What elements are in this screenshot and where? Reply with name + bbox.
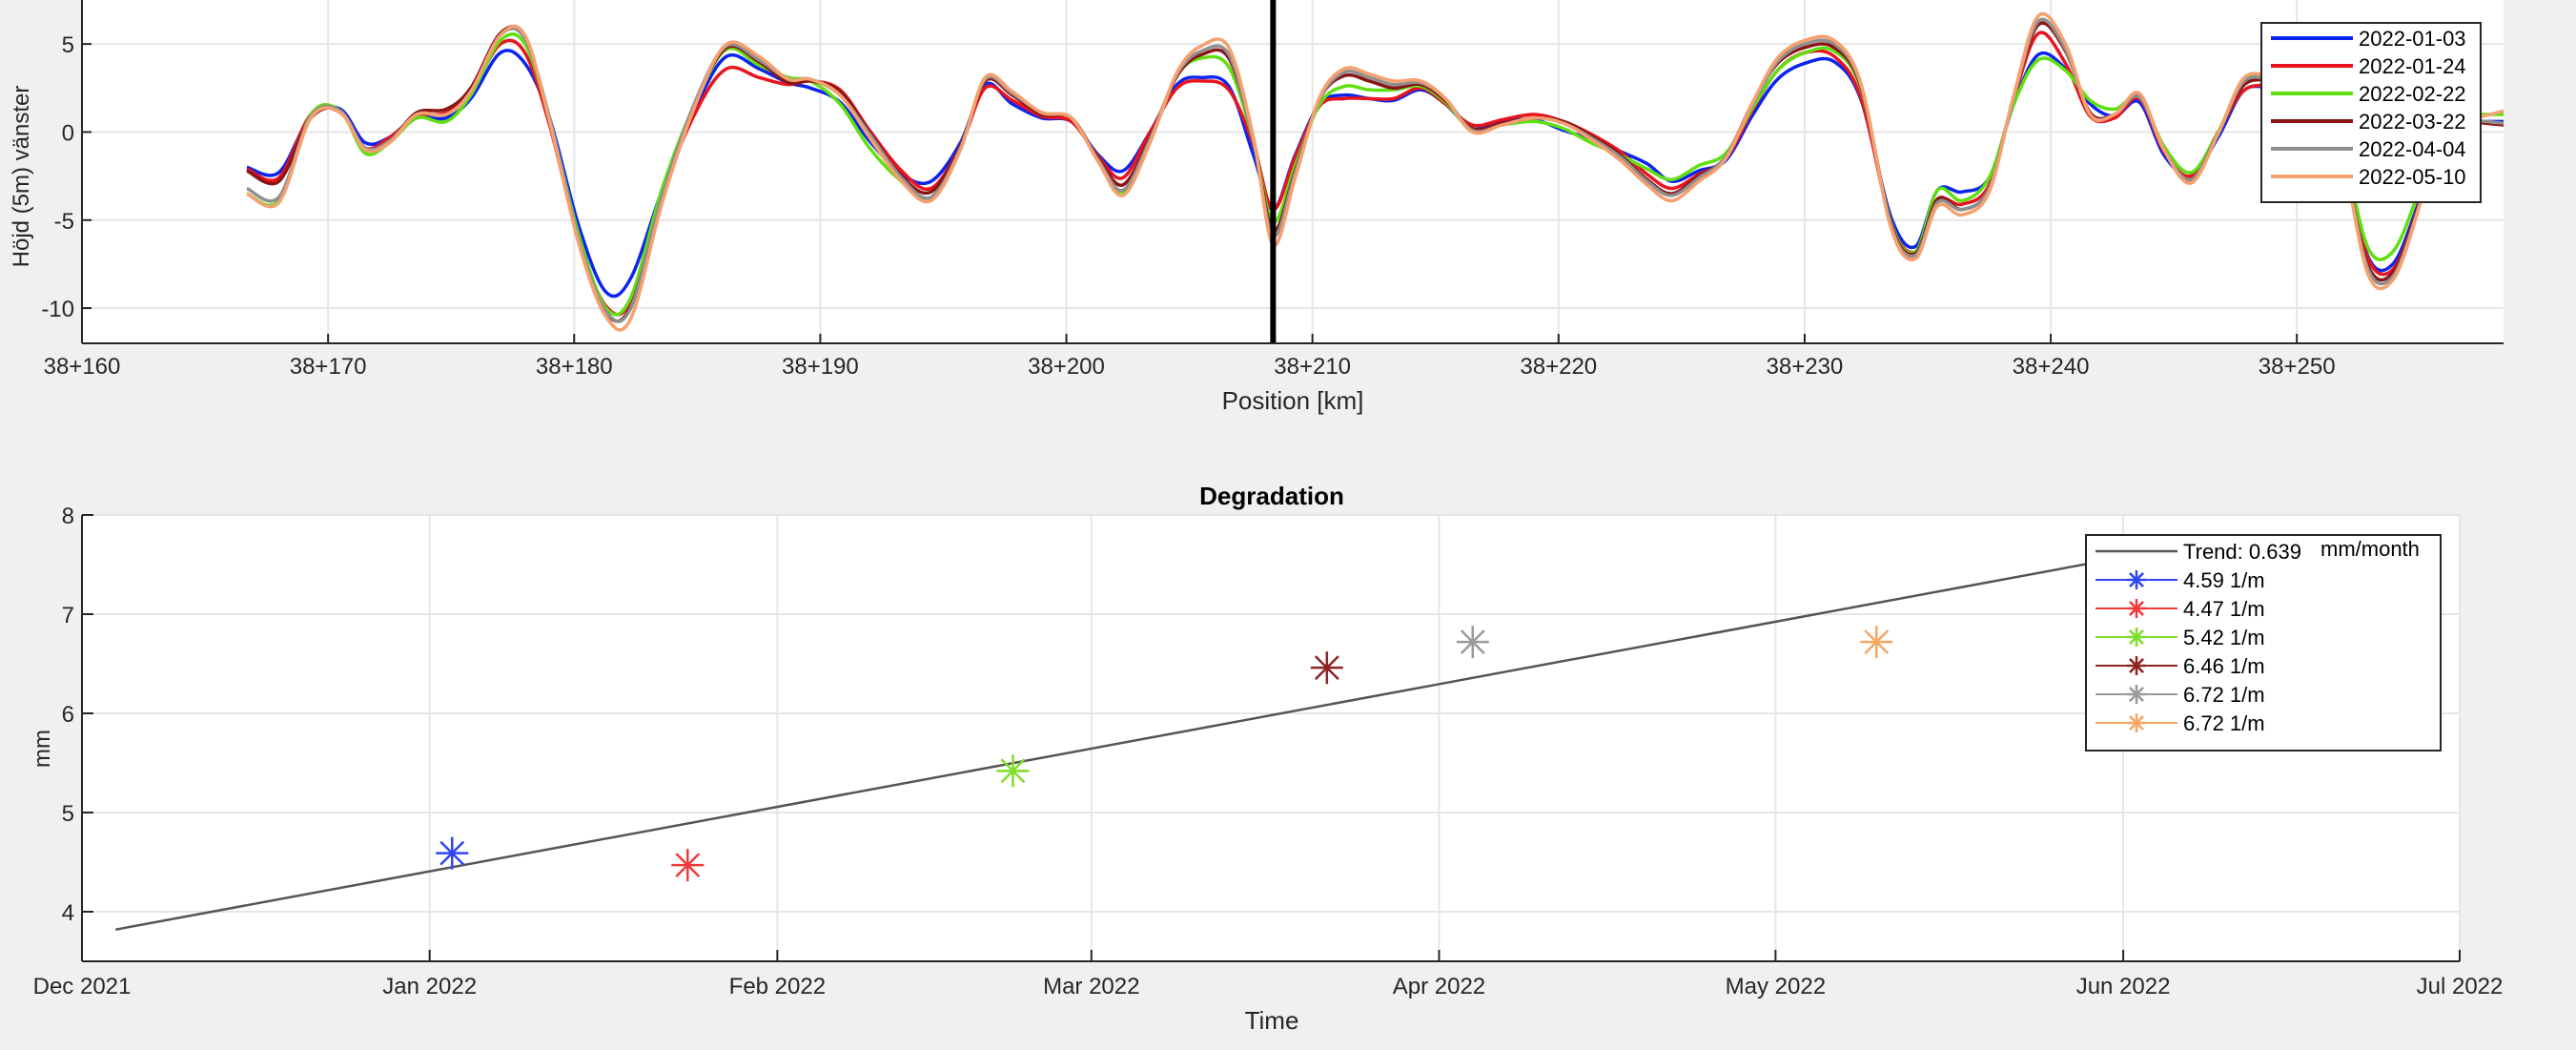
profile-chart: 38+160 38+170 38+180 38+190 38+200 38+210 38+2… bbox=[9, 0, 2504, 415]
degradation-x-axis-label: Time bbox=[1245, 1006, 1299, 1035]
degradation-plot-area bbox=[82, 515, 2460, 961]
profile-axes: 38+160 38+170 38+180 38+190 38+200 38+210 38+2… bbox=[41, 0, 2504, 380]
degradation-legend-label: 5.42 1/m bbox=[2183, 626, 2265, 649]
degradation-y-axis-label: mm bbox=[30, 730, 55, 768]
degradation-y-tick-label: 8 bbox=[62, 504, 74, 529]
profile-x-tick-label: 38+180 bbox=[536, 354, 613, 380]
degradation-legend: Trend: 0.639 mm/month 4.59 1/m 4.47 1/m 5.42… bbox=[2085, 534, 2442, 751]
profile-y-tick-label: -10 bbox=[41, 297, 74, 322]
degradation-title: Degradation bbox=[1199, 482, 1344, 510]
degradation-point-3 bbox=[996, 754, 1030, 788]
profile-series bbox=[246, 11, 2504, 332]
profile-y-axis-label: Höjd (5m) vänster bbox=[9, 86, 34, 268]
degradation-x-tick-label: Jun 2022 bbox=[2076, 974, 2171, 999]
degradation-legend-label: 4.59 1/m bbox=[2183, 568, 2265, 592]
profile-x-tick-label: 38+230 bbox=[1767, 354, 1844, 380]
degradation-x-tick-label: Jul 2022 bbox=[2417, 974, 2504, 999]
degradation-legend-box bbox=[2085, 534, 2442, 751]
trend-legend-unit: mm/month bbox=[2320, 537, 2420, 561]
profile-x-tick-label: 38+190 bbox=[782, 354, 859, 380]
profile-x-tick-label: 38+250 bbox=[2259, 354, 2336, 380]
degradation-x-tick-label: Apr 2022 bbox=[1393, 974, 1485, 999]
profile-x-tick-label: 38+200 bbox=[1028, 354, 1105, 380]
profile-x-tick-label: 38+160 bbox=[44, 354, 121, 380]
degradation-legend-label: 6.72 1/m bbox=[2183, 711, 2265, 735]
degradation-y-tick-label: 5 bbox=[62, 801, 74, 827]
degradation-legend-marker bbox=[2127, 656, 2146, 675]
degradation-point-1 bbox=[436, 836, 469, 870]
profile-x-tick-label: 38+210 bbox=[1274, 354, 1351, 380]
degradation-x-tick-label: Feb 2022 bbox=[729, 974, 826, 999]
degradation-y-tick-label: 6 bbox=[62, 702, 74, 728]
degradation-legend-label: 6.72 1/m bbox=[2183, 683, 2265, 707]
degradation-legend-label: 6.46 1/m bbox=[2183, 654, 2265, 678]
degradation-x-tick-label: Jan 2022 bbox=[382, 974, 477, 999]
profile-legend-label: 2022-01-24 bbox=[2359, 54, 2466, 78]
degradation-x-tick-label: Dec 2021 bbox=[33, 974, 132, 999]
profile-series-line-5 bbox=[246, 17, 2504, 323]
profile-series-line-1 bbox=[246, 49, 2504, 299]
profile-legend-label: 2022-02-22 bbox=[2359, 82, 2466, 106]
degradation-axes: Dec 2021 Jan 2022 Feb 2022 Mar 2022 Apr 2022… bbox=[33, 504, 2504, 999]
degradation-legend-marker bbox=[2127, 628, 2146, 647]
degradation-point-4 bbox=[1310, 651, 1343, 685]
degradation-y-tick-label: 7 bbox=[62, 603, 74, 628]
profile-series-line-6 bbox=[246, 11, 2504, 332]
profile-legend-box bbox=[2260, 22, 2482, 203]
degradation-x-tick-label: Mar 2022 bbox=[1043, 974, 1139, 999]
profile-x-tick-label: 38+170 bbox=[290, 354, 367, 380]
degradation-legend-marker bbox=[2127, 570, 2146, 589]
profile-x-tick-label: 38+220 bbox=[1520, 354, 1597, 380]
degradation-point-6 bbox=[1860, 626, 1893, 659]
degradation-chart: Degradation Dec 2021 Jan 2022 Feb 2022 Mar … bbox=[30, 482, 2503, 1035]
degradation-point-2 bbox=[671, 849, 705, 882]
profile-legend-label: 2022-03-22 bbox=[2359, 110, 2466, 134]
trend-line bbox=[115, 543, 2191, 931]
profile-y-tick-label: -5 bbox=[54, 209, 74, 235]
degradation-legend-marker bbox=[2127, 685, 2146, 704]
profile-y-tick-label: 5 bbox=[62, 32, 74, 58]
profile-y-tick-label: 0 bbox=[62, 120, 74, 146]
profile-legend-label: 2022-01-03 bbox=[2359, 27, 2466, 51]
degradation-y-tick-label: 4 bbox=[62, 900, 74, 926]
degradation-point-5 bbox=[1456, 626, 1489, 659]
degradation-x-tick-label: May 2022 bbox=[1726, 974, 1826, 999]
profile-legend: 2022-01-03 2022-01-24 2022-02-22 2022-03-22… bbox=[2260, 22, 2482, 203]
degradation-legend-label: 4.47 1/m bbox=[2183, 597, 2265, 621]
degradation-legend-marker bbox=[2127, 599, 2146, 618]
profile-x-axis-label: Position [km] bbox=[1222, 386, 1364, 415]
profile-legend-label: 2022-05-10 bbox=[2359, 165, 2466, 189]
degradation-points bbox=[436, 626, 1893, 882]
profile-legend-label: 2022-04-04 bbox=[2359, 137, 2466, 161]
trend-legend-label: Trend: 0.639 bbox=[2183, 540, 2301, 564]
degradation-grid bbox=[81, 514, 2461, 961]
profile-x-tick-label: 38+240 bbox=[2013, 354, 2090, 380]
degradation-legend-marker bbox=[2127, 713, 2146, 732]
trend-line-path bbox=[115, 543, 2191, 931]
